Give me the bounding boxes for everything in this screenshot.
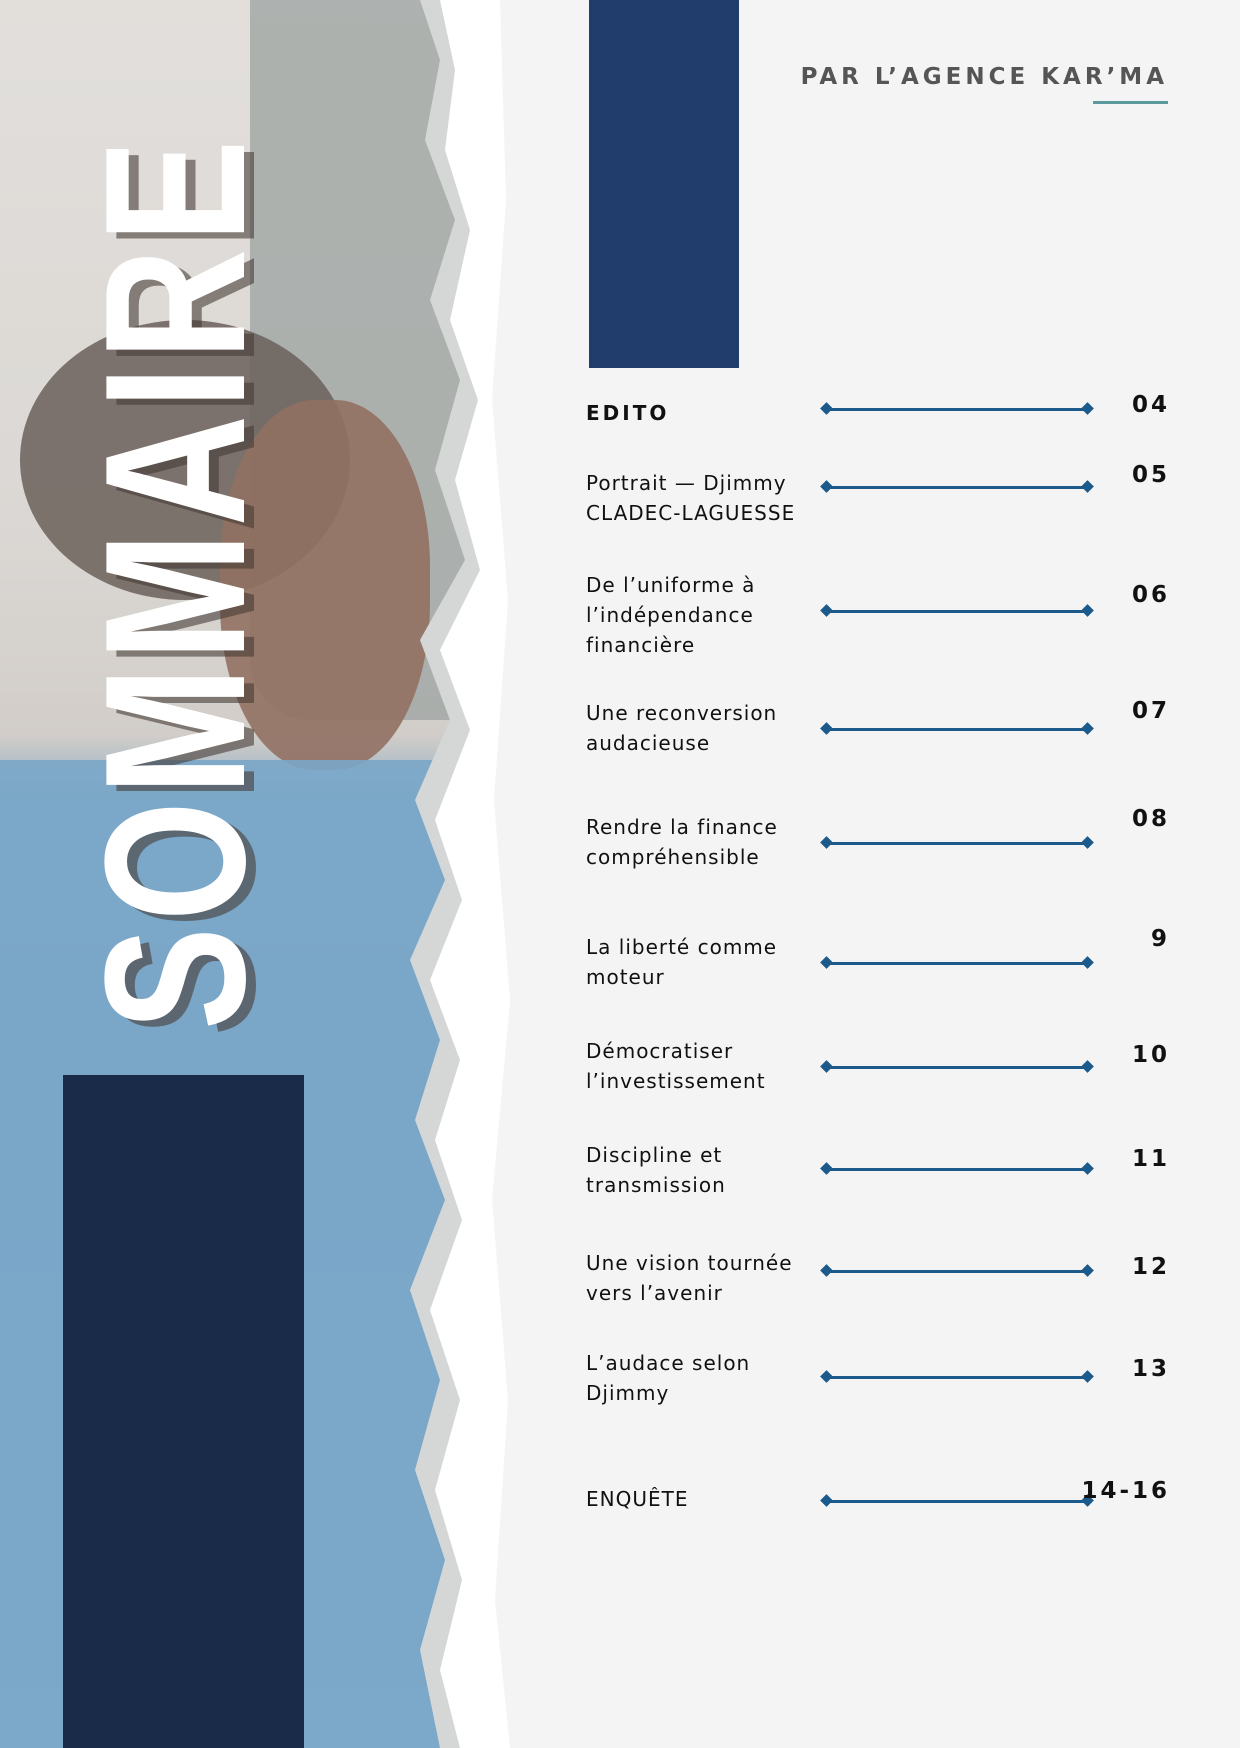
toc-item-label: ENQUÊTE [586, 1487, 689, 1511]
toc-page-number: 13 [1131, 1356, 1170, 1382]
toc-item-label: Une vision tournée vers l’avenir [586, 1251, 793, 1305]
toc-page-number: 08 [1131, 806, 1170, 832]
navy-block-left [63, 1075, 304, 1748]
agency-credit: PAR L’AGENCE KAR’MA [800, 64, 1168, 90]
dotted-connector [826, 962, 1088, 965]
toc-item-label: La liberté comme moteur [586, 935, 778, 989]
agency-underline [1093, 101, 1168, 104]
toc-page-number: 12 [1131, 1254, 1170, 1280]
dotted-connector [826, 1500, 1088, 1503]
toc-page-number: 06 [1131, 582, 1170, 608]
toc-item-label: Une reconversion audacieuse [586, 701, 778, 755]
dotted-connector [826, 1376, 1088, 1379]
toc-page-number: 07 [1131, 698, 1170, 724]
toc-item-label: Rendre la finance compréhensible [586, 815, 778, 869]
toc-item-label: De l’uniforme à l’indépendance financièr… [586, 573, 756, 657]
toc-page-number: 10 [1131, 1042, 1170, 1068]
toc-page-number: 9 [1150, 926, 1170, 952]
dotted-connector [826, 486, 1088, 489]
dotted-connector [826, 1168, 1088, 1171]
toc-page-number: 04 [1131, 392, 1170, 418]
dotted-connector [826, 842, 1088, 845]
toc-item-label: Discipline et transmission [586, 1143, 726, 1197]
dotted-connector [826, 610, 1088, 613]
dotted-connector [826, 408, 1088, 411]
toc-page-number: 14-16 [1081, 1478, 1170, 1504]
dotted-connector [826, 1270, 1088, 1273]
toc-item-label: EDITO [586, 401, 670, 425]
toc-item-label: Portrait — Djimmy CLADEC-LAGUESSE [586, 471, 796, 525]
toc-item-label: L’audace selon Djimmy [586, 1351, 751, 1405]
page-title: SOMMAIRE [64, 133, 287, 1030]
dotted-connector [826, 1066, 1088, 1069]
torn-paper-edge [410, 0, 530, 1748]
toc-item-label: Démocratiser l’investissement [586, 1039, 766, 1093]
toc-page-number: 05 [1131, 462, 1170, 488]
navy-block-top [589, 0, 739, 368]
dotted-connector [826, 728, 1088, 731]
toc-page-number: 11 [1131, 1146, 1170, 1172]
